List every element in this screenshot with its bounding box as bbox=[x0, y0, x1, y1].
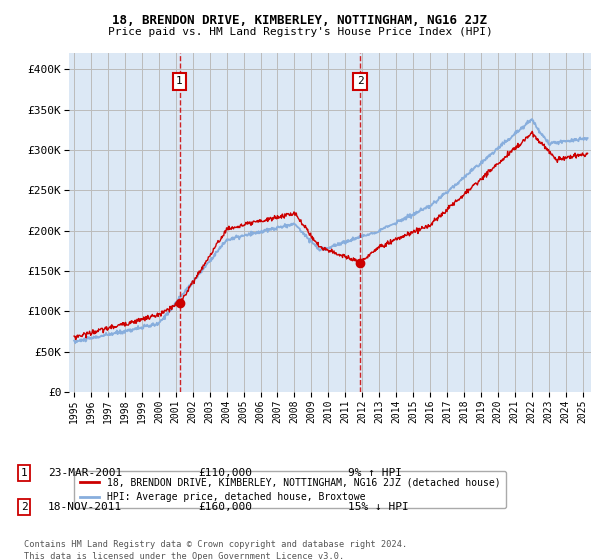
Text: 1: 1 bbox=[20, 468, 28, 478]
Text: 2: 2 bbox=[357, 76, 364, 86]
Text: Contains HM Land Registry data © Crown copyright and database right 2024.: Contains HM Land Registry data © Crown c… bbox=[24, 540, 407, 549]
Text: Price paid vs. HM Land Registry's House Price Index (HPI): Price paid vs. HM Land Registry's House … bbox=[107, 27, 493, 37]
Legend: 18, BRENDON DRIVE, KIMBERLEY, NOTTINGHAM, NG16 2JZ (detached house), HPI: Averag: 18, BRENDON DRIVE, KIMBERLEY, NOTTINGHAM… bbox=[74, 472, 506, 508]
Text: 9% ↑ HPI: 9% ↑ HPI bbox=[348, 468, 402, 478]
Text: 23-MAR-2001: 23-MAR-2001 bbox=[48, 468, 122, 478]
Text: This data is licensed under the Open Government Licence v3.0.: This data is licensed under the Open Gov… bbox=[24, 552, 344, 560]
Text: 18, BRENDON DRIVE, KIMBERLEY, NOTTINGHAM, NG16 2JZ: 18, BRENDON DRIVE, KIMBERLEY, NOTTINGHAM… bbox=[113, 14, 487, 27]
Text: 18-NOV-2011: 18-NOV-2011 bbox=[48, 502, 122, 512]
Text: 2: 2 bbox=[20, 502, 28, 512]
Text: 1: 1 bbox=[176, 76, 183, 86]
Text: £160,000: £160,000 bbox=[198, 502, 252, 512]
Text: 15% ↓ HPI: 15% ↓ HPI bbox=[348, 502, 409, 512]
Text: £110,000: £110,000 bbox=[198, 468, 252, 478]
